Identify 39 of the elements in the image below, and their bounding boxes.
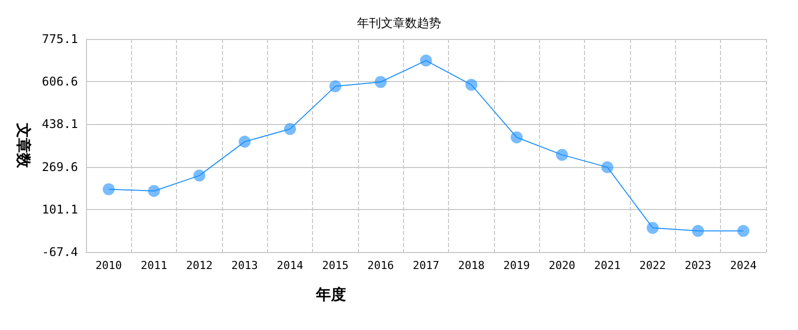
point xyxy=(238,136,251,148)
point xyxy=(284,123,296,136)
point xyxy=(465,78,478,91)
chart-title: 年刊文章数趋势 xyxy=(357,16,441,30)
y-tick-label: 775.1 xyxy=(42,32,78,46)
point xyxy=(193,170,206,182)
point xyxy=(329,80,342,92)
x-tick-label: 2018 xyxy=(458,259,485,272)
y-tick-label: 101.1 xyxy=(42,202,78,216)
y-tick-label: 606.6 xyxy=(42,74,78,89)
x-tick-label: 2010 xyxy=(95,259,122,272)
y-tick-label: 438.1 xyxy=(42,117,78,132)
point xyxy=(374,76,387,88)
x-tick-label: 2024 xyxy=(730,259,757,272)
point xyxy=(102,183,115,196)
x-tick-label: 2015 xyxy=(322,259,349,272)
y-axis-title: 文章数 xyxy=(14,122,32,169)
x-tick-label: 2022 xyxy=(639,259,666,272)
x-tick-label: 2019 xyxy=(503,259,530,272)
point xyxy=(510,131,523,144)
x-tick-label: 2021 xyxy=(594,259,621,272)
y-tick-label: 269.6 xyxy=(42,160,78,174)
point xyxy=(737,224,750,237)
point xyxy=(148,184,160,197)
x-tick-label: 2012 xyxy=(186,259,213,272)
x-tick-label: 2023 xyxy=(684,259,712,272)
point xyxy=(420,54,432,67)
x-tick-label: 2014 xyxy=(276,259,304,272)
x-tick-label: 2017 xyxy=(412,259,440,272)
point xyxy=(646,222,659,234)
point xyxy=(556,148,568,161)
point xyxy=(601,161,614,174)
x-tick-label: 2016 xyxy=(367,259,394,272)
x-tick-label: 2011 xyxy=(140,259,168,272)
x-tick-label: 2020 xyxy=(548,259,576,272)
x-tick-label: 2013 xyxy=(231,259,258,272)
x-axis-title: 年度 xyxy=(315,286,346,304)
y-tick-label: -67.4 xyxy=(42,245,78,259)
point xyxy=(692,224,704,237)
